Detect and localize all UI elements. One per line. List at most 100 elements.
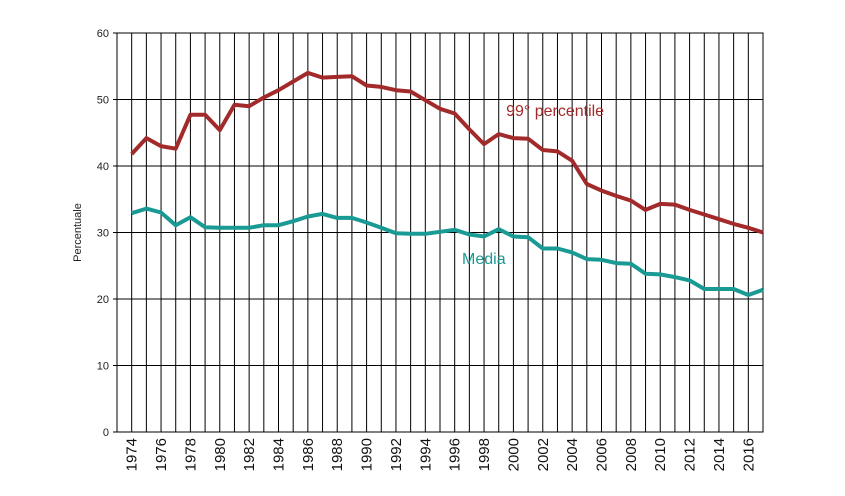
y-tick-label: 0: [103, 427, 109, 439]
data-point: [350, 74, 354, 78]
data-point: [541, 246, 545, 250]
data-point: [761, 231, 765, 235]
data-point: [423, 232, 427, 236]
data-point: [688, 208, 692, 212]
y-tick-label: 40: [97, 161, 109, 173]
x-tick-label: 1976: [153, 438, 170, 471]
x-tick-label: 1980: [212, 438, 229, 471]
x-tick-label: 1994: [417, 438, 434, 471]
y-tick-label: 10: [97, 361, 109, 373]
data-point: [262, 96, 266, 100]
data-point: [306, 71, 310, 75]
data-point: [702, 213, 706, 217]
data-point: [188, 215, 192, 219]
data-point: [570, 159, 574, 163]
data-point: [614, 261, 618, 265]
y-tick-label: 60: [97, 28, 109, 40]
data-point: [144, 136, 148, 140]
data-point: [555, 149, 559, 153]
series-annotation-percentile-99: 99° percentile: [506, 103, 604, 120]
x-tick-label: 2004: [564, 438, 581, 471]
data-point: [658, 272, 662, 276]
data-point: [614, 194, 618, 198]
series-line-percentile-99: [130, 70, 764, 235]
data-point: [306, 215, 310, 219]
data-point: [438, 230, 442, 234]
data-point: [688, 278, 692, 282]
x-tick-label: 2006: [594, 438, 611, 471]
x-tick-label: 2002: [535, 438, 552, 471]
data-point: [511, 136, 515, 140]
x-tick-label: 1984: [271, 438, 288, 471]
data-point: [335, 75, 339, 79]
data-point: [467, 127, 471, 131]
data-point: [203, 113, 207, 117]
data-point: [232, 226, 236, 230]
data-point: [130, 211, 134, 215]
series-lines: [130, 70, 765, 297]
data-point: [277, 88, 281, 92]
data-point: [409, 90, 413, 94]
data-point: [658, 202, 662, 206]
data-point: [379, 226, 383, 230]
y-tick-label: 30: [97, 228, 109, 240]
data-point: [394, 231, 398, 235]
data-point: [746, 226, 750, 230]
x-tick-label: 1974: [124, 438, 141, 471]
data-point: [365, 84, 369, 88]
data-point: [585, 182, 589, 186]
data-point: [335, 216, 339, 220]
data-point: [159, 144, 163, 148]
x-tick-label: 1982: [241, 438, 258, 471]
data-point: [526, 137, 530, 141]
data-point: [203, 225, 207, 229]
data-point: [321, 212, 325, 216]
data-point: [629, 199, 633, 203]
data-point: [761, 288, 765, 292]
data-point: [247, 226, 251, 230]
data-point: [629, 262, 633, 266]
data-point: [321, 76, 325, 80]
data-point: [423, 98, 427, 102]
x-tick-label: 1978: [182, 438, 199, 471]
data-point: [247, 104, 251, 108]
data-point: [159, 211, 163, 215]
data-point: [144, 207, 148, 211]
grid: [117, 32, 763, 433]
x-tick-label: 2012: [682, 438, 699, 471]
data-point: [644, 208, 648, 212]
data-point: [673, 275, 677, 279]
x-tick-label: 1996: [447, 438, 464, 471]
data-point: [541, 148, 545, 152]
data-point: [394, 88, 398, 92]
x-tick-label: 1998: [476, 438, 493, 471]
data-point: [188, 113, 192, 117]
x-tick-label: 1988: [329, 438, 346, 471]
data-point: [453, 228, 457, 232]
y-axis-label: Percentuale: [72, 203, 84, 262]
data-point: [732, 222, 736, 226]
data-point: [438, 107, 442, 111]
x-tick-label: 1992: [388, 438, 405, 471]
x-tick-label: 2008: [623, 438, 640, 471]
data-point: [555, 246, 559, 250]
data-point: [600, 258, 604, 262]
x-tick-label: 1986: [300, 438, 317, 471]
data-point: [497, 227, 501, 231]
data-point: [453, 111, 457, 115]
data-point: [746, 293, 750, 297]
data-point: [585, 257, 589, 261]
data-point: [232, 103, 236, 107]
data-point: [644, 272, 648, 276]
data-point: [717, 217, 721, 221]
data-point: [482, 142, 486, 146]
data-point: [277, 223, 281, 227]
data-point: [174, 147, 178, 151]
x-tick-label: 1990: [359, 438, 376, 471]
data-point: [673, 203, 677, 207]
x-tick-label: 2014: [711, 438, 728, 471]
data-point: [365, 221, 369, 225]
data-point: [174, 223, 178, 227]
data-point: [482, 234, 486, 238]
